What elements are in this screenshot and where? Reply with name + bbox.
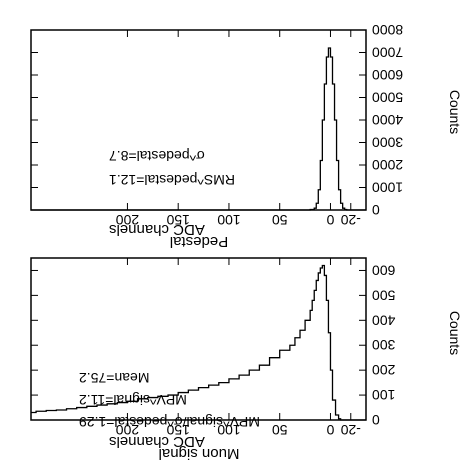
- pedestal-xtick-label-5: 200: [116, 212, 140, 228]
- muon-ytick-label-6: 600: [372, 262, 396, 278]
- pedestal-ylabel: Counts: [447, 90, 463, 134]
- muon-signal-panel: Muon signal ADC channels Counts -20 0 50 10…: [30, 257, 463, 462]
- muon-ytick-label-3: 300: [372, 337, 396, 353]
- pedestal-ytick-label-4: 4000: [372, 112, 403, 128]
- pedestal-xtick-label-1: 0: [326, 212, 334, 228]
- pedestal-ticks: -200501001502000100020003000400050006000…: [31, 22, 403, 228]
- muon-ticks: -20 0 50 100 150 200 0 100 200 300 400 500 600: [31, 258, 395, 438]
- pedestal-ytick-label-6: 6000: [372, 67, 403, 83]
- muon-xtick-label-0: -20: [340, 422, 360, 438]
- muon-ytick-label-2: 200: [372, 362, 396, 378]
- muon-xtick-label-5: 200: [116, 422, 140, 438]
- pedestal-histogram-line: [31, 47, 366, 211]
- pedestal-panel: Pedestal ADC channels Counts -20 0 50 100 15…: [30, 22, 463, 250]
- muon-histogram-line: [31, 264, 366, 421]
- muon-ytick-label-5: 500: [372, 287, 396, 303]
- muon-annotation-ratio: MPV^signal/σ^pedestal=1.29: [79, 414, 260, 430]
- pedestal-ytick-label-1: 1000: [372, 180, 403, 196]
- muon-ytick-label-4: 400: [372, 312, 396, 328]
- pedestal-xtick-label-0: -20: [340, 212, 360, 228]
- muon-ytick-label-0: 0: [372, 412, 380, 428]
- pedestal-ytick-label-7: 7000: [372, 45, 403, 61]
- pedestal-xtick-label-4: 150: [166, 212, 190, 228]
- pedestal-xlabel: ADC channels: [109, 221, 205, 238]
- pedestal-ytick-label-2: 2000: [372, 157, 403, 173]
- muon-annotation-mean: Mean=75.2: [79, 370, 150, 386]
- muon-xtick-label-1: 0: [326, 422, 334, 438]
- pedestal-ytick-label-0: 0: [372, 202, 380, 218]
- muon-xtick-label-3: 100: [217, 422, 241, 438]
- pedestal-ytick-label-3: 3000: [372, 135, 403, 151]
- pedestal-annotation-sigma: σ^pedestal=8.7: [109, 148, 205, 164]
- muon-title: Muon signal: [159, 445, 240, 462]
- muon-xtick-label-2: 50: [272, 422, 288, 438]
- muon-xlabel: ADC channels: [109, 433, 205, 450]
- pedestal-xtick-label-3: 100: [217, 212, 241, 228]
- muon-annotation-mpv: MPV^signal=11.2: [79, 392, 187, 408]
- muon-ylabel: Counts: [447, 311, 463, 355]
- pedestal-xtick-label-2: 50: [272, 212, 288, 228]
- pedestal-annotation-rms: RMS^pedestal=12.1: [109, 172, 235, 188]
- pedestal-title: Pedestal: [170, 233, 228, 250]
- muon-ytick-label-1: 100: [372, 387, 396, 403]
- muon-xtick-label-4: 150: [166, 422, 190, 438]
- pedestal-ytick-label-5: 5000: [372, 90, 403, 106]
- pedestal-ytick-label-8: 8000: [372, 22, 403, 38]
- muon-plot-frame: [30, 257, 367, 421]
